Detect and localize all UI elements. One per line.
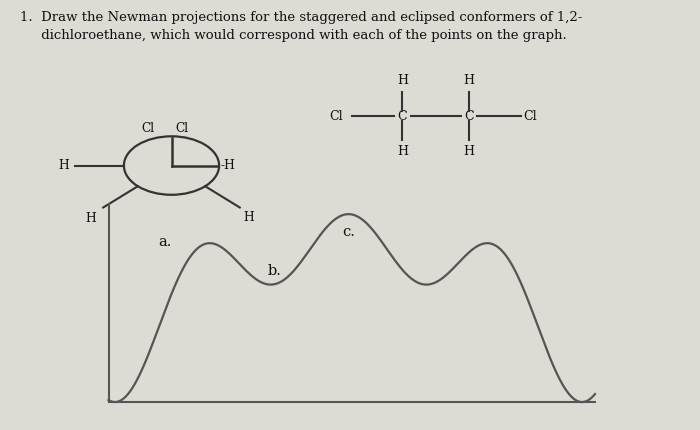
Text: Cl: Cl [524,110,537,123]
Text: c.: c. [342,225,355,239]
Text: a.: a. [158,235,172,249]
Text: H: H [59,159,69,172]
Text: C: C [398,110,407,123]
Text: H: H [463,74,475,87]
Text: Cl: Cl [141,123,154,135]
Text: 1.  Draw the Newman projections for the staggered and eclipsed conformers of 1,2: 1. Draw the Newman projections for the s… [20,11,582,42]
Text: H: H [244,211,254,224]
Text: H: H [397,145,408,158]
Text: H: H [85,212,96,225]
Text: H: H [463,145,475,158]
Text: Cl: Cl [330,110,343,123]
Text: Cl: Cl [175,123,188,135]
Text: b.: b. [267,264,281,278]
Text: -H: -H [220,159,235,172]
Text: C: C [464,110,474,123]
Text: H: H [397,74,408,87]
